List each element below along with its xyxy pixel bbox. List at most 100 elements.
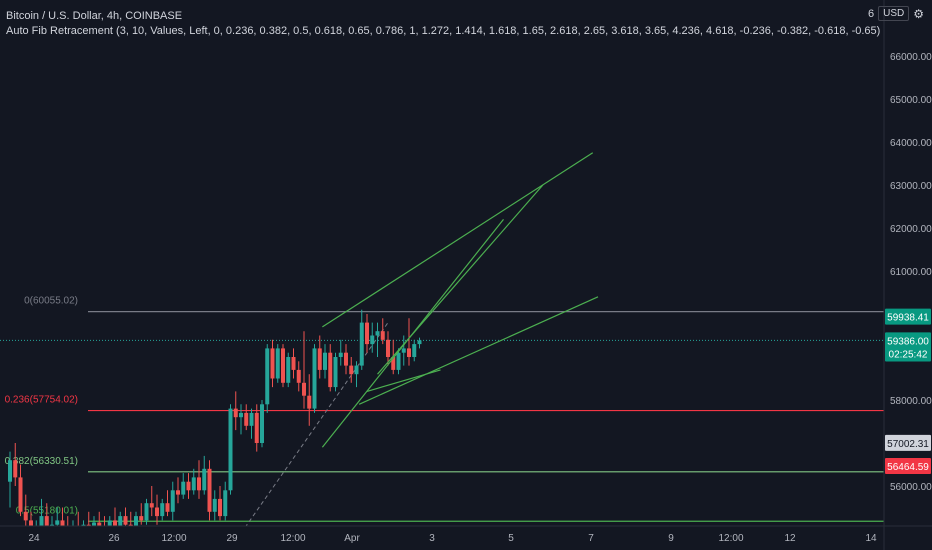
symbol-title[interactable]: Bitcoin / U.S. Dollar, 4h, COINBASE	[6, 10, 183, 22]
candle-body	[197, 477, 201, 491]
candle	[81, 520, 86, 526]
candle-body	[134, 516, 138, 526]
candle-body	[317, 348, 322, 370]
x-tick-label: 5	[508, 533, 514, 544]
candle-body	[312, 348, 317, 409]
candle-body	[23, 511, 28, 521]
candle-body	[165, 503, 170, 512]
candle	[160, 498, 165, 521]
candle	[380, 318, 385, 345]
candle	[97, 511, 102, 526]
candle	[223, 481, 228, 521]
candle	[67, 516, 69, 526]
candle	[323, 344, 327, 379]
candle	[228, 404, 233, 495]
trend-line	[366, 369, 441, 392]
candle	[123, 507, 128, 526]
candle	[92, 516, 96, 526]
candle-body	[228, 408, 233, 491]
candle	[401, 335, 406, 366]
indicator-title[interactable]: Auto Fib Retracement (3, 10, Values, Lef…	[6, 25, 881, 37]
x-tick-label: 12:00	[280, 533, 305, 544]
candle-body	[370, 335, 375, 345]
candle-body	[218, 498, 222, 517]
candle	[244, 404, 249, 431]
price-label-box	[885, 308, 931, 325]
candle-body	[86, 524, 91, 526]
fib-level-label: 0(60055.02)	[24, 296, 78, 307]
candle	[186, 473, 191, 499]
candle-body	[291, 357, 296, 370]
x-tick-label: 29	[226, 533, 238, 544]
candle-body	[265, 348, 270, 405]
candle-body	[286, 357, 291, 383]
candle-body	[401, 348, 406, 353]
x-tick-label: 7	[588, 533, 594, 544]
candle	[35, 520, 37, 526]
candle	[270, 339, 275, 388]
candle-body	[181, 481, 186, 495]
candle	[275, 344, 280, 383]
candle	[165, 490, 170, 517]
candle-body	[338, 352, 343, 357]
candle	[328, 344, 333, 392]
y-tick-label: 66000.00	[890, 52, 932, 63]
x-tick-label: 26	[108, 533, 120, 544]
candle	[317, 335, 322, 379]
candle	[249, 408, 254, 439]
candle-body	[128, 524, 133, 526]
candle	[8, 451, 12, 508]
candle	[155, 494, 159, 525]
candle-body	[354, 365, 359, 375]
candle-body	[365, 322, 369, 345]
candle-body	[207, 468, 212, 512]
price-label-text: 59938.41	[887, 313, 929, 324]
candle-body	[60, 520, 65, 526]
candle	[212, 490, 217, 521]
candle	[86, 511, 91, 526]
candle	[202, 455, 207, 495]
gear-icon[interactable]: ⚙	[913, 6, 924, 21]
candle-body	[139, 516, 144, 521]
candle-body	[344, 352, 348, 366]
price-label-text: 57002.31	[887, 439, 929, 450]
candle-body	[239, 412, 243, 418]
candle-body	[328, 352, 333, 388]
currency-selector[interactable]: USD	[878, 6, 910, 21]
candle	[29, 511, 33, 526]
candle-body	[223, 490, 228, 517]
trend-line	[322, 152, 594, 328]
candle-body	[260, 404, 264, 443]
candle-body	[103, 529, 107, 533]
candle-body	[386, 339, 390, 357]
candle	[72, 520, 74, 526]
candle-body	[244, 412, 249, 426]
candle	[375, 322, 380, 357]
candle	[39, 498, 44, 526]
candle	[260, 400, 264, 448]
y-tick-label: 56000.00	[890, 482, 932, 493]
candle	[207, 460, 212, 521]
candle-body	[412, 344, 417, 357]
candle-body	[359, 322, 364, 366]
candle-body	[160, 503, 165, 517]
price-label-text: 56464.59	[887, 462, 929, 473]
candle-body	[307, 395, 312, 409]
candle-body	[107, 520, 112, 526]
candle-body	[13, 460, 18, 478]
candle	[265, 344, 270, 413]
candle	[407, 318, 411, 366]
candle	[176, 477, 180, 504]
candle-body	[149, 503, 154, 508]
scale-number[interactable]: 6	[867, 7, 875, 20]
candle	[18, 464, 23, 517]
x-tick-label: 12	[784, 533, 796, 544]
candle	[13, 443, 18, 486]
candle	[191, 468, 196, 495]
trend-line	[377, 184, 544, 375]
candle	[239, 404, 243, 435]
candle	[286, 352, 291, 388]
candle-body	[281, 348, 285, 383]
candle	[218, 486, 222, 521]
